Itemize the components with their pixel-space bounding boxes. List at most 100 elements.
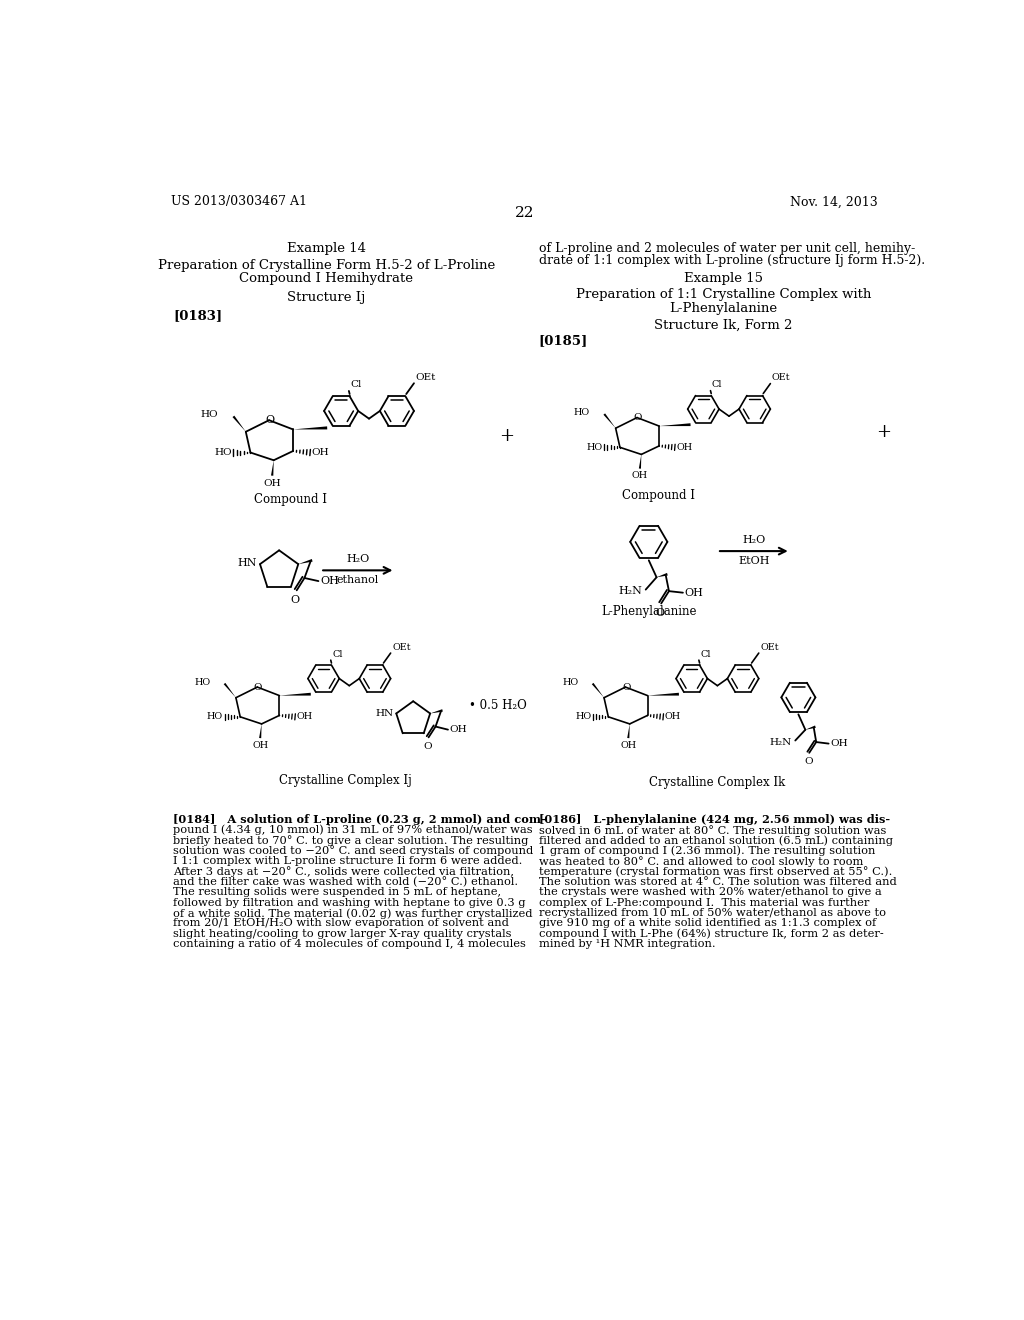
Polygon shape (603, 413, 615, 428)
Text: [0185]: [0185] (539, 334, 588, 347)
Text: HO: HO (214, 447, 231, 457)
Text: O: O (655, 609, 665, 618)
Text: Cl: Cl (700, 649, 711, 659)
Text: Preparation of 1:1 Crystalline Complex with: Preparation of 1:1 Crystalline Complex w… (575, 288, 870, 301)
Text: HO: HO (587, 442, 603, 451)
Text: US 2013/0303467 A1: US 2013/0303467 A1 (171, 195, 306, 209)
Text: Nov. 14, 2013: Nov. 14, 2013 (791, 195, 879, 209)
Text: L-Phenylalanine: L-Phenylalanine (669, 302, 777, 314)
Polygon shape (223, 682, 236, 698)
Text: OH: OH (684, 587, 703, 598)
Text: OH: OH (830, 739, 848, 748)
Text: OEt: OEt (416, 372, 436, 381)
Text: OH: OH (252, 741, 268, 750)
Text: O: O (424, 742, 432, 751)
Text: HN: HN (238, 557, 257, 568)
Text: compound I with L-Phe (64%) structure Ik, form 2 as deter-: compound I with L-Phe (64%) structure Ik… (539, 929, 884, 940)
Polygon shape (232, 416, 246, 432)
Text: OH: OH (319, 576, 339, 586)
Text: HO: HO (575, 713, 591, 721)
Text: give 910 mg of a white solid identified as 1:1.3 complex of: give 910 mg of a white solid identified … (539, 919, 876, 928)
Text: O: O (254, 682, 262, 692)
Text: HO: HO (207, 713, 223, 721)
Text: mined by ¹H NMR integration.: mined by ¹H NMR integration. (539, 940, 716, 949)
Text: Compound I: Compound I (254, 494, 328, 507)
Polygon shape (430, 709, 442, 714)
Text: I 1:1 complex with L-proline structure Ii form 6 were added.: I 1:1 complex with L-proline structure I… (173, 857, 522, 866)
Text: the crystals were washed with 20% water/ethanol to give a: the crystals were washed with 20% water/… (539, 887, 882, 898)
Polygon shape (592, 682, 604, 698)
Text: solution was cooled to −20° C. and seed crystals of compound: solution was cooled to −20° C. and seed … (173, 846, 534, 857)
Polygon shape (656, 573, 668, 577)
Polygon shape (659, 424, 690, 426)
Text: OH: OH (665, 713, 681, 721)
Text: followed by filtration and washing with heptane to give 0.3 g: followed by filtration and washing with … (173, 898, 525, 908)
Text: Structure Ij: Structure Ij (287, 290, 366, 304)
Text: HO: HO (195, 677, 210, 686)
Text: H₂O: H₂O (346, 554, 370, 564)
Text: EtOH: EtOH (738, 556, 770, 566)
Text: recrystallized from 10 mL of 50% water/ethanol as above to: recrystallized from 10 mL of 50% water/e… (539, 908, 886, 917)
Polygon shape (647, 693, 679, 696)
Polygon shape (298, 558, 312, 564)
Text: The resulting solids were suspended in 5 mL of heptane,: The resulting solids were suspended in 5… (173, 887, 501, 898)
Text: containing a ratio of 4 molecules of compound I, 4 molecules: containing a ratio of 4 molecules of com… (173, 940, 526, 949)
Text: temperature (crystal formation was first observed at 55° C.).: temperature (crystal formation was first… (539, 866, 892, 878)
Text: slight heating/cooling to grow larger X-ray quality crystals: slight heating/cooling to grow larger X-… (173, 929, 511, 939)
Text: Cl: Cl (350, 380, 361, 389)
Text: Preparation of Crystalline Form H.5-2 of L-Proline: Preparation of Crystalline Form H.5-2 of… (158, 259, 495, 272)
Text: HO: HO (562, 677, 579, 686)
Text: [0186]   L-phenylalanine (424 mg, 2.56 mmol) was dis-: [0186] L-phenylalanine (424 mg, 2.56 mmo… (539, 814, 890, 825)
Text: OEt: OEt (392, 643, 411, 652)
Text: 1 gram of compound I (2.36 mmol). The resulting solution: 1 gram of compound I (2.36 mmol). The re… (539, 846, 876, 857)
Polygon shape (805, 726, 816, 730)
Polygon shape (628, 723, 630, 738)
Text: +: + (499, 426, 514, 445)
Text: briefly heated to 70° C. to give a clear solution. The resulting: briefly heated to 70° C. to give a clear… (173, 836, 528, 846)
Text: OH: OH (297, 713, 312, 721)
Text: Cl: Cl (332, 649, 343, 659)
Text: ethanol: ethanol (337, 576, 379, 585)
Text: OH: OH (263, 479, 281, 487)
Text: [0184]   A solution of L-proline (0.23 g, 2 mmol) and com-: [0184] A solution of L-proline (0.23 g, … (173, 814, 546, 825)
Text: +: + (877, 422, 891, 441)
Text: and the filter cake was washed with cold (−20° C.) ethanol.: and the filter cake was washed with cold… (173, 876, 518, 887)
Text: H₂O: H₂O (742, 535, 765, 545)
Polygon shape (639, 454, 641, 469)
Polygon shape (293, 426, 328, 429)
Text: L-Phenylalanine: L-Phenylalanine (601, 605, 696, 618)
Text: OH: OH (311, 447, 330, 457)
Text: OEt: OEt (772, 374, 791, 383)
Text: Compound I: Compound I (623, 490, 695, 503)
Text: O: O (265, 416, 274, 425)
Text: [0183]: [0183] (173, 309, 222, 322)
Text: HO: HO (573, 408, 590, 417)
Text: O: O (804, 756, 813, 766)
Text: Example 15: Example 15 (684, 272, 763, 285)
Text: from 20/1 EtOH/H₂O with slow evaporation of solvent and: from 20/1 EtOH/H₂O with slow evaporation… (173, 919, 509, 928)
Text: Cl: Cl (712, 380, 722, 389)
Text: OH: OH (676, 442, 692, 451)
Text: O: O (291, 595, 300, 605)
Text: of a white solid. The material (0.02 g) was further crystallized: of a white solid. The material (0.02 g) … (173, 908, 532, 919)
Text: OH: OH (621, 741, 636, 750)
Text: Structure Ik, Form 2: Structure Ik, Form 2 (654, 318, 793, 331)
Text: H₂N: H₂N (770, 738, 793, 747)
Text: was heated to 80° C. and allowed to cool slowly to room: was heated to 80° C. and allowed to cool… (539, 857, 863, 867)
Text: Example 14: Example 14 (287, 242, 366, 255)
Text: of L-proline and 2 molecules of water per unit cell, hemihy-: of L-proline and 2 molecules of water pe… (539, 242, 915, 255)
Text: O: O (622, 682, 631, 692)
Text: The solution was stored at 4° C. The solution was filtered and: The solution was stored at 4° C. The sol… (539, 876, 896, 887)
Text: drate of 1:1 complex with L-proline (structure Ij form H.5-2).: drate of 1:1 complex with L-proline (str… (539, 253, 925, 267)
Text: Crystalline Complex Ij: Crystalline Complex Ij (279, 775, 412, 788)
Text: Compound I Hemihydrate: Compound I Hemihydrate (240, 272, 414, 285)
Text: OH: OH (632, 471, 648, 480)
Text: After 3 days at −20° C., solids were collected via filtration,: After 3 days at −20° C., solids were col… (173, 866, 514, 878)
Text: Crystalline Complex Ik: Crystalline Complex Ik (649, 776, 785, 789)
Text: O: O (634, 413, 642, 422)
Polygon shape (271, 461, 273, 475)
Text: OEt: OEt (760, 643, 779, 652)
Text: 22: 22 (515, 206, 535, 220)
Text: H₂N: H₂N (618, 586, 643, 597)
Text: OH: OH (450, 725, 467, 734)
